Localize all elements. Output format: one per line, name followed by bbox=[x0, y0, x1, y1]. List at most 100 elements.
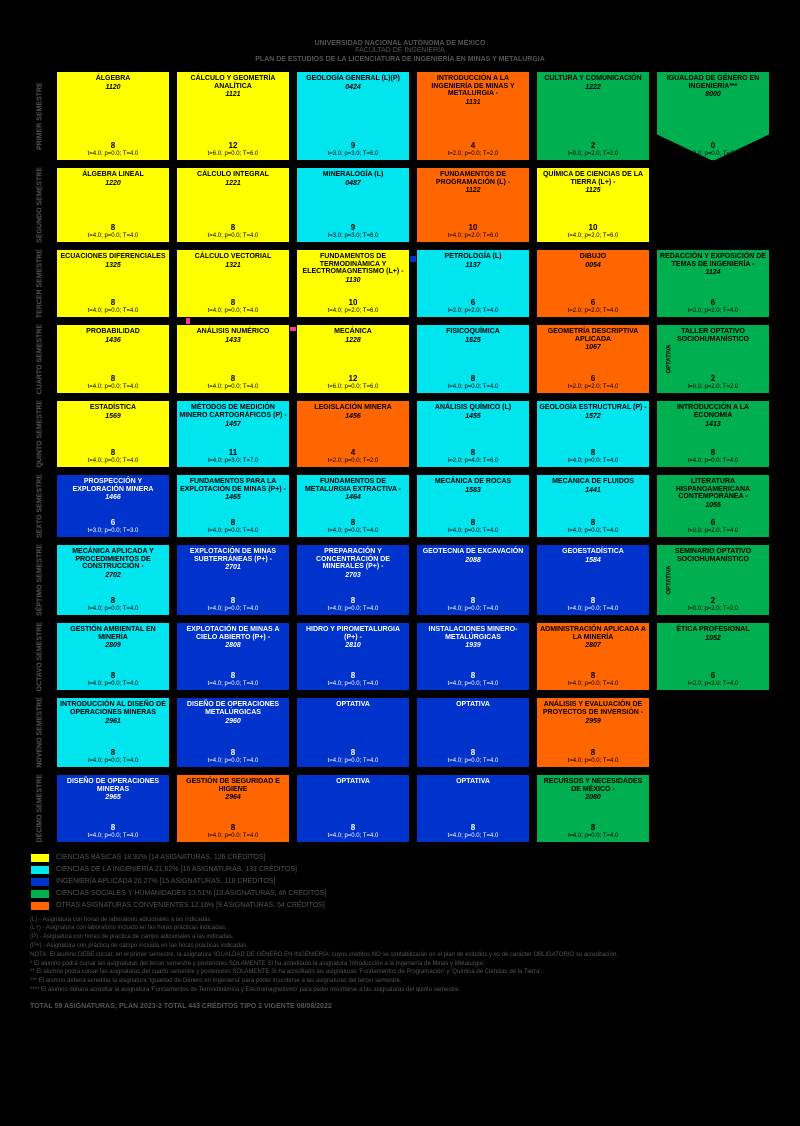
course-box: ANÁLISIS NUMÉRICO14338t=4.0; p=0.0; T=4.… bbox=[176, 324, 290, 394]
course-box: PREPARACIÓN Y CONCENTRACIÓN DE MINERALES… bbox=[296, 544, 410, 616]
course-box: HIDRO Y PIROMETALURGIA (P+) -28108t=4.0;… bbox=[296, 622, 410, 691]
course-name: OPTATIVA bbox=[419, 701, 527, 709]
legend: CIENCIAS BÁSICAS 18.92% [14 ASIGNATURAS,… bbox=[30, 853, 770, 911]
course-hours: t=4.0; p=2.0; T=6.0 bbox=[299, 308, 407, 314]
course-hours: t=4.0; p=0.0; T=4.0 bbox=[59, 606, 167, 612]
course-code: 1067 bbox=[539, 344, 647, 351]
course-name: HIDRO Y PIROMETALURGIA (P+) - bbox=[299, 626, 407, 641]
course-box: GEOMETRÍA DESCRIPTIVA APLICADA10676t=2.0… bbox=[536, 324, 650, 394]
course-name: IGUALDAD DE GÉNERO EN INGENIERÍA*** bbox=[659, 75, 767, 90]
course-name: ÉTICA PROFESIONAL bbox=[659, 626, 767, 634]
course-name: GESTIÓN DE SEGURIDAD E HIGIENE bbox=[179, 778, 287, 793]
course-box: INSTALACIONES MINERO-METALÚRGICAS19398t=… bbox=[416, 622, 530, 691]
course-code: 2807 bbox=[539, 642, 647, 649]
course-code: 0054 bbox=[539, 262, 647, 269]
plan-title: PLAN DE ESTUDIOS DE LA LICENCIATURA DE I… bbox=[30, 56, 770, 63]
course-name: DISEÑO DE OPERACIONES MINERAS bbox=[59, 778, 167, 793]
course-hours: t=4.0; p=0.0; T=4.0 bbox=[419, 681, 527, 687]
course-name: FISICOQUÍMICA bbox=[419, 328, 527, 336]
course-name: OPTATIVA bbox=[419, 778, 527, 786]
course-credits: 9 bbox=[299, 141, 407, 150]
course-box: ECUACIONES DIFERENCIALES13258t=4.0; p=0.… bbox=[56, 249, 170, 318]
course-box: LITERATURA HISPANOAMERICANA CONTEMPORÁNE… bbox=[656, 474, 770, 538]
course-box: DISEÑO DE OPERACIONES METALÚRGICAS29608t… bbox=[176, 697, 290, 768]
course-name: RECURSOS Y NECESIDADES DE MÉXICO - bbox=[539, 778, 647, 793]
course-code: 2961 bbox=[59, 718, 167, 725]
faculty-name: FACULTAD DE INGENIERÍA bbox=[30, 47, 770, 54]
course-name: FUNDAMENTOS DE PROGRAMACIÓN (L) - bbox=[419, 171, 527, 186]
course-box: ÁLGEBRA11208t=4.0; p=0.0; T=4.0 bbox=[56, 71, 170, 161]
course-name: INSTALACIONES MINERO-METALÚRGICAS bbox=[419, 626, 527, 641]
course-hours: t=2.0; p=0.0; T=2.0 bbox=[419, 151, 527, 157]
course-credits: 8 bbox=[419, 374, 527, 383]
course-credits: 8 bbox=[299, 748, 407, 757]
course-code: 1457 bbox=[179, 421, 287, 428]
course-credits: 8 bbox=[419, 823, 527, 832]
legend-swatch bbox=[30, 853, 50, 863]
course-name: ANÁLISIS NUMÉRICO bbox=[179, 328, 287, 336]
course-code: 2810 bbox=[299, 642, 407, 649]
course-credits: 6 bbox=[659, 671, 767, 680]
course-code: 2809 bbox=[59, 642, 167, 649]
course-box: REDACCIÓN Y EXPOSICIÓN DE TEMAS DE INGEN… bbox=[656, 249, 770, 318]
course-name: CULTURA Y COMUNICACIÓN bbox=[539, 75, 647, 83]
course-hours: t=4.0; p=0.0; T=4.0 bbox=[59, 681, 167, 687]
course-code: 1131 bbox=[419, 99, 527, 106]
course-code: 2964 bbox=[179, 794, 287, 801]
course-credits: 8 bbox=[659, 448, 767, 457]
course-credits: 12 bbox=[299, 374, 407, 383]
course-hours: t=4.0; p=0.0; T=4.0 bbox=[179, 758, 287, 764]
semester-label: SÉPTIMO SEMESTRE bbox=[30, 544, 50, 616]
optativa-label: OPTATIVA bbox=[667, 345, 673, 374]
course-code: 1413 bbox=[659, 421, 767, 428]
course-credits: 8 bbox=[59, 596, 167, 605]
legend-row: CIENCIAS BÁSICAS 18.92% [14 ASIGNATURAS,… bbox=[30, 853, 770, 863]
course-name: PREPARACIÓN Y CONCENTRACIÓN DE MINERALES… bbox=[299, 548, 407, 571]
course-name: PROSPECCIÓN Y EXPLORACIÓN MINERA bbox=[59, 478, 167, 493]
course-code: 2960 bbox=[179, 718, 287, 725]
course-box: PROSPECCIÓN Y EXPLORACIÓN MINERA14666t=3… bbox=[56, 474, 170, 538]
course-code: 2959 bbox=[539, 718, 647, 725]
legend-swatch bbox=[30, 865, 50, 875]
course-hours: t=4.0; p=0.0; T=4.0 bbox=[419, 528, 527, 534]
course-credits: 6 bbox=[419, 298, 527, 307]
course-hours: t=2.0; p=2.0; T=4.0 bbox=[419, 308, 527, 314]
footer-line: (L+) - Asignatura con laboratorio inclui… bbox=[30, 925, 770, 933]
course-code: 1455 bbox=[419, 413, 527, 420]
course-code: 1052 bbox=[659, 635, 767, 642]
course-code: 1625 bbox=[419, 337, 527, 344]
curriculum-grid: PRIMER SEMESTREÁLGEBRA11208t=4.0; p=0.0;… bbox=[30, 71, 770, 843]
course-code: 1220 bbox=[59, 180, 167, 187]
course-hours: t=2.0; p=2.0; T=4.0 bbox=[539, 384, 647, 390]
course-box: ESTADÍSTICA15698t=4.0; p=0.0; T=4.0 bbox=[56, 400, 170, 468]
course-credits: 8 bbox=[539, 748, 647, 757]
course-code: 1137 bbox=[419, 262, 527, 269]
course-name: DISEÑO DE OPERACIONES METALÚRGICAS bbox=[179, 701, 287, 716]
course-code: 1122 bbox=[419, 187, 527, 194]
course-hours: t=2.0; p=2.0; T=4.0 bbox=[659, 308, 767, 314]
course-code: 1221 bbox=[179, 180, 287, 187]
course-credits: 2 bbox=[539, 141, 647, 150]
course-code: 1124 bbox=[659, 269, 767, 276]
course-name: LEGISLACIÓN MINERA bbox=[299, 404, 407, 412]
course-box: INTRODUCCIÓN A LA ECONOMÍA14138t=4.0; p=… bbox=[656, 400, 770, 468]
course-hours: t=4.0; p=0.0; T=4.0 bbox=[59, 233, 167, 239]
course-box: ÉTICA PROFESIONAL1052 6t=2.0; p=2.0; T=4.… bbox=[656, 622, 770, 691]
course-code: 1120 bbox=[59, 84, 167, 91]
course-box: MECÁNICA DE FLUIDOS14418t=4.0; p=0.0; T=… bbox=[536, 474, 650, 538]
course-box: EXPLOTACIÓN DE MINAS A CIELO ABIERTO (P+… bbox=[176, 622, 290, 691]
course-box: ANÁLISIS QUÍMICO (L)14558t=2.0; p=4.0; T… bbox=[416, 400, 530, 468]
course-box: ÁLGEBRA LINEAL12208t=4.0; p=0.0; T=4.0 bbox=[56, 167, 170, 243]
legend-label: CIENCIAS SOCIALES Y HUMANIDADES 13.51% [… bbox=[56, 890, 326, 897]
course-hours: t=4.0; p=0.0; T=4.0 bbox=[419, 384, 527, 390]
course-name: FUNDAMENTOS DE METALURGIA EXTRACTIVA - bbox=[299, 478, 407, 493]
course-credits: 11 bbox=[179, 448, 287, 457]
course-name: ANÁLISIS QUÍMICO (L) bbox=[419, 404, 527, 412]
course-hours: t=2.0; p=2.0; T=4.0 bbox=[659, 528, 767, 534]
footer-line: (P+) - Asignatura con práctica de campo … bbox=[30, 943, 770, 951]
course-credits: 8 bbox=[179, 298, 287, 307]
course-hours: t=2.0; p=2.0; T=4.0 bbox=[659, 681, 767, 687]
course-box: QUÍMICA DE CIENCIAS DE LA TIERRA (L+) -1… bbox=[536, 167, 650, 243]
course-hours: t=4.0; p=0.0; T=4.0 bbox=[419, 833, 527, 839]
course-box: OPTATIVA8t=4.0; p=0.0; T=4.0 bbox=[416, 697, 530, 768]
